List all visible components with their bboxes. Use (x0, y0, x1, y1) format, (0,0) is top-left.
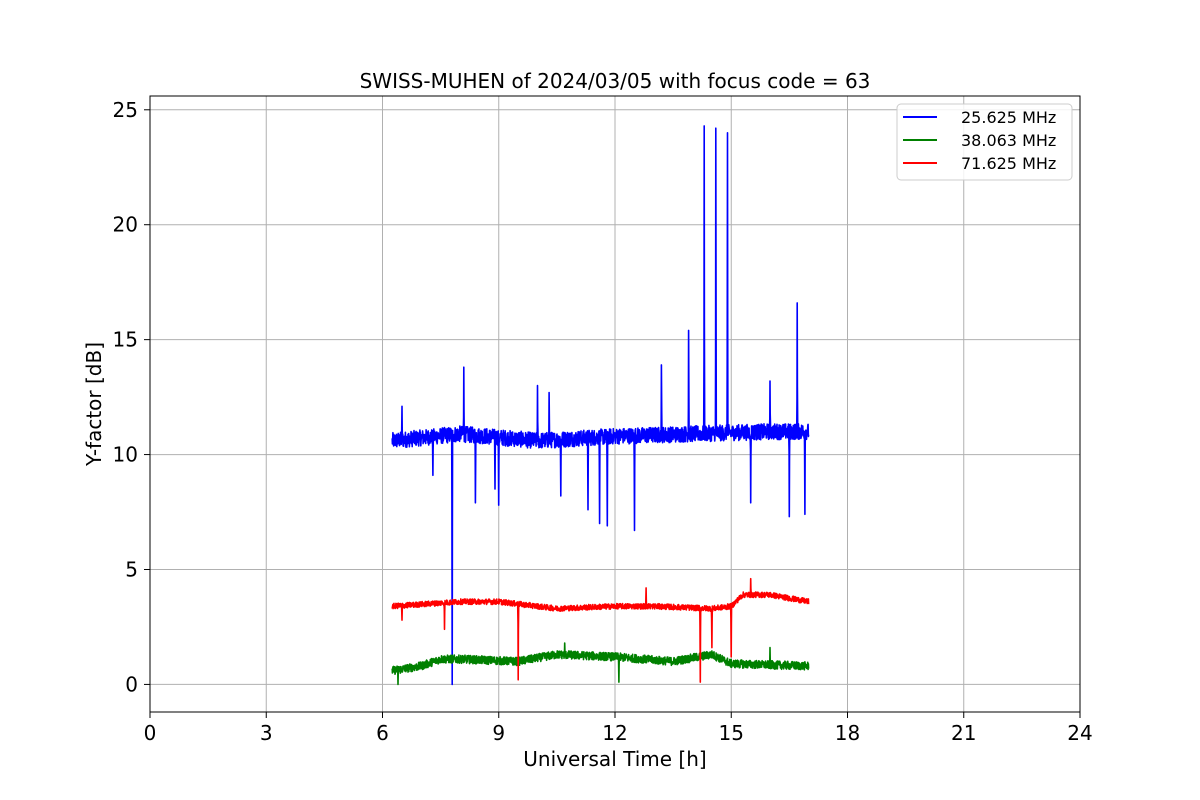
x-tick-label: 0 (144, 721, 157, 745)
x-tick-label: 12 (602, 721, 627, 745)
y-tick-label: 20 (113, 213, 138, 237)
chart-title: SWISS-MUHEN of 2024/03/05 with focus cod… (360, 69, 871, 93)
x-tick-label: 6 (376, 721, 389, 745)
legend: 25.625 MHz 38.063 MHz 71.625 MHz (896, 103, 1073, 181)
series-line-1 (391, 125, 810, 686)
series-line-2 (391, 642, 810, 686)
x-tick-label: 3 (260, 721, 273, 745)
x-tick-label: 21 (951, 721, 976, 745)
x-tick-label: 18 (835, 721, 860, 745)
x-axis-label: Universal Time [h] (523, 747, 706, 771)
legend-label: 71.625 MHz (961, 154, 1056, 173)
y-tick-label: 25 (113, 98, 138, 122)
axes: 0 3 6 9 12 15 18 21 24 0 5 10 15 20 25 (113, 98, 1093, 745)
x-tick-label: 15 (719, 721, 744, 745)
legend-label: 38.063 MHz (961, 131, 1056, 150)
y-tick-label: 0 (125, 672, 138, 696)
legend-label: 25.625 MHz (961, 108, 1056, 127)
x-tick-label: 9 (492, 721, 505, 745)
y-tick-label: 5 (125, 557, 138, 581)
y-axis-label: Y-factor [dB] (82, 342, 106, 467)
series-line-3 (391, 577, 810, 683)
x-tick-label: 24 (1067, 721, 1092, 745)
y-tick-label: 15 (113, 328, 138, 352)
y-tick-label: 10 (113, 443, 138, 467)
plot-series (391, 125, 810, 686)
legend-box (896, 103, 1073, 181)
